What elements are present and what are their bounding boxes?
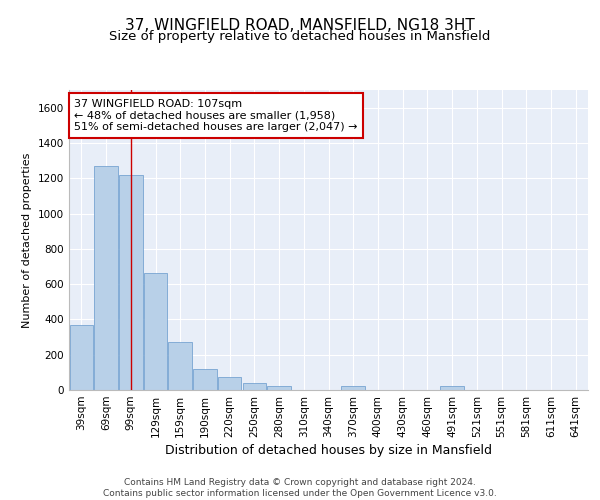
Bar	[440, 386, 464, 390]
Bar	[70, 324, 93, 390]
Text: 37, WINGFIELD ROAD, MANSFIELD, NG18 3HT: 37, WINGFIELD ROAD, MANSFIELD, NG18 3HT	[125, 18, 475, 32]
Bar	[268, 386, 291, 390]
Bar	[94, 166, 118, 390]
Bar	[341, 386, 365, 390]
Bar	[242, 384, 266, 390]
Text: 37 WINGFIELD ROAD: 107sqm
← 48% of detached houses are smaller (1,958)
51% of se: 37 WINGFIELD ROAD: 107sqm ← 48% of detac…	[74, 99, 358, 132]
Text: Size of property relative to detached houses in Mansfield: Size of property relative to detached ho…	[109, 30, 491, 43]
Bar	[169, 342, 192, 390]
Bar	[144, 272, 167, 390]
Bar	[218, 377, 241, 390]
Y-axis label: Number of detached properties: Number of detached properties	[22, 152, 32, 328]
Bar	[193, 369, 217, 390]
Bar	[119, 174, 143, 390]
Text: Contains HM Land Registry data © Crown copyright and database right 2024.
Contai: Contains HM Land Registry data © Crown c…	[103, 478, 497, 498]
X-axis label: Distribution of detached houses by size in Mansfield: Distribution of detached houses by size …	[165, 444, 492, 457]
